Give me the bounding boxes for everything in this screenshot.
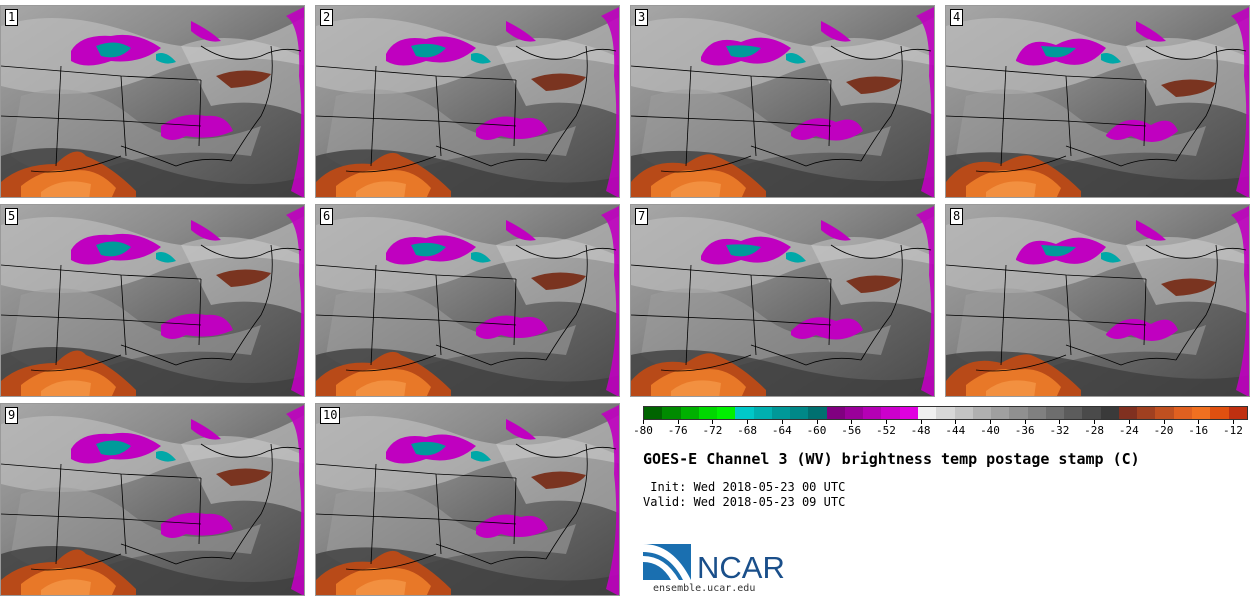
colorbar-tick-label: -64	[771, 424, 792, 437]
colorbar-tick-label: -44	[945, 424, 966, 437]
colorbar-segment	[954, 407, 973, 419]
colorbar-segment	[917, 407, 937, 419]
colorbar-tick-mark	[1059, 420, 1061, 424]
colorbar-tick-mark	[1232, 420, 1234, 424]
member-panel-8: 8	[945, 204, 1250, 397]
colorbar-segment	[1191, 407, 1211, 419]
colorbar-segment	[1064, 407, 1083, 419]
member-number-label: 1	[5, 9, 19, 26]
colorbar-segment	[936, 407, 955, 419]
colorbar-segment	[826, 407, 845, 419]
colorbar-tick-mark	[920, 420, 922, 424]
colorbar-segment	[808, 407, 827, 419]
member-panel-10: 10	[315, 403, 620, 596]
colorbar-segment	[644, 407, 663, 419]
colorbar-tick-mark	[990, 420, 991, 424]
colorbar-segment	[863, 407, 882, 419]
colorbar-segment	[662, 407, 681, 419]
member-number-label: 6	[320, 208, 334, 225]
colorbar-tick-mark	[1024, 420, 1026, 424]
colorbar-tick-label: -36	[1014, 424, 1035, 437]
colorbar-tick-mark	[781, 420, 783, 424]
colorbar-tick-label: -24	[1118, 424, 1139, 437]
colorbar-tick-mark	[955, 420, 957, 424]
colorbar-tick-label: -40	[980, 424, 1000, 437]
colorbar-tick-label: -12	[1222, 424, 1243, 437]
colorbar-tick-mark	[1163, 420, 1165, 424]
colorbar-segment	[717, 407, 736, 419]
colorbar-segment	[972, 407, 992, 419]
figure-title: GOES-E Channel 3 (WV) brightness temp po…	[643, 450, 1140, 468]
colorbar-segment	[1118, 407, 1138, 419]
colorbar-segment	[771, 407, 791, 419]
colorbar	[643, 406, 1248, 420]
colorbar-tick-label: -80	[633, 424, 653, 437]
colorbar-segment	[1155, 407, 1174, 419]
colorbar-segment	[1009, 407, 1028, 419]
colorbar-tick-mark	[643, 420, 644, 424]
colorbar-segment	[753, 407, 772, 419]
member-panel-7: 7	[630, 204, 935, 397]
colorbar-segment	[698, 407, 718, 419]
colorbar-segment	[790, 407, 809, 419]
colorbar-segment	[680, 407, 699, 419]
colorbar-tick-label: -16	[1188, 424, 1209, 437]
member-number-label: 10	[320, 407, 341, 424]
member-panel-1: 1	[0, 5, 305, 198]
colorbar-tick-label: -76	[667, 424, 688, 437]
colorbar-tick-label: -48	[910, 424, 931, 437]
ncar-logo-text: NCAR	[697, 550, 785, 584]
member-number-label: 3	[635, 9, 649, 26]
website-url: ensemble.ucar.edu	[653, 583, 756, 594]
colorbar-tick-mark	[677, 420, 679, 424]
colorbar-tick-mark	[1094, 420, 1096, 424]
member-panel-6: 6	[315, 204, 620, 397]
init-time: Init: Wed 2018-05-23 00 UTC	[643, 480, 846, 494]
colorbar-tick-mark	[851, 420, 853, 424]
colorbar-segment	[1045, 407, 1065, 419]
member-panel-9: 9	[0, 403, 305, 596]
member-number-label: 5	[5, 208, 19, 225]
colorbar-segment	[1228, 407, 1247, 419]
colorbar-segment	[735, 407, 754, 419]
colorbar-tick-mark	[816, 420, 818, 424]
colorbar-tick-mark	[747, 420, 749, 424]
colorbar-segment	[1173, 407, 1192, 419]
colorbar-segment	[1027, 407, 1046, 419]
colorbar-tick-label: -68	[737, 424, 758, 437]
colorbar-tick-mark	[885, 420, 887, 424]
colorbar-segment	[881, 407, 900, 419]
colorbar-segment	[1082, 407, 1101, 419]
colorbar-tick-label: -32	[1049, 424, 1070, 437]
colorbar-tick-label: -52	[875, 424, 896, 437]
valid-time: Valid: Wed 2018-05-23 09 UTC	[643, 495, 846, 509]
colorbar-tick-mark	[712, 420, 714, 424]
ncar-logo: NCAR	[643, 544, 785, 584]
member-number-label: 7	[635, 208, 649, 225]
member-number-label: 8	[950, 208, 964, 225]
colorbar-segment	[1100, 407, 1119, 419]
member-panel-5: 5	[0, 204, 305, 397]
member-panel-3: 3	[630, 5, 935, 198]
colorbar-segment	[1137, 407, 1156, 419]
colorbar-tick-label: -56	[841, 424, 862, 437]
colorbar-segment	[1210, 407, 1229, 419]
colorbar-tick-label: -20	[1153, 424, 1174, 437]
colorbar-tick-mark	[1128, 420, 1130, 424]
member-panel-4: 4	[945, 5, 1250, 198]
member-number-label: 9	[5, 407, 19, 424]
colorbar-segment	[899, 407, 918, 419]
member-number-label: 2	[320, 9, 334, 26]
colorbar-tick-label: -60	[806, 424, 827, 437]
colorbar-tick-label: -72	[702, 424, 723, 437]
colorbar-segment	[844, 407, 864, 419]
colorbar-tick-mark	[1198, 420, 1200, 424]
member-number-label: 4	[950, 9, 964, 26]
member-panel-2: 2	[315, 5, 620, 198]
colorbar-tick-label: -28	[1084, 424, 1105, 437]
colorbar-segment	[991, 407, 1010, 419]
colorbar-ticks: -80 -76 -72 -68 -64 -60 -56 -52 -48 -44 -40 -36 -32 -…	[633, 420, 1248, 440]
